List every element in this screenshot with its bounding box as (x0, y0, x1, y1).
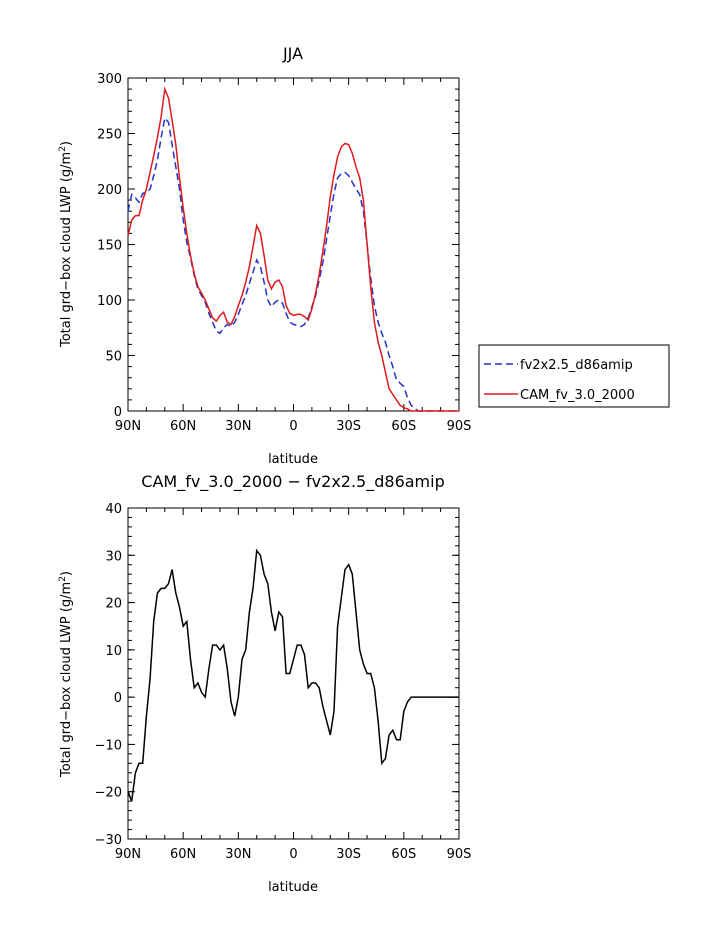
y-tick-label: 0 (114, 405, 122, 420)
plot1-series-line-2 (127, 86, 459, 412)
y-tick-label: −30 (95, 833, 122, 848)
plot1-title: JJA (282, 44, 303, 63)
x-tick-label: 60N (170, 419, 196, 434)
plot2-ylabel-main: Total grd−box cloud LWP (g/m (59, 582, 74, 778)
plot1-ylabel-sup: 2 (58, 146, 68, 152)
y-tick-label: −20 (95, 786, 122, 801)
x-tick-label: 30S (336, 419, 361, 434)
x-tick-label: 0 (289, 419, 297, 434)
x-tick-label: 90S (447, 847, 472, 862)
x-tick-label: 30N (225, 419, 251, 434)
plot2-ylabel-sup: 2 (58, 576, 68, 582)
y-tick-label: 150 (97, 239, 122, 254)
y-tick-label: 250 (97, 128, 122, 143)
x-tick-label: 0 (289, 847, 297, 862)
legend-label-2: CAM_fv_3.0_2000 (520, 388, 635, 403)
plot1-ylabel: Total grd−box cloud LWP (g/m2) (58, 141, 74, 348)
plot1-frame (127, 77, 460, 412)
x-tick-label: 60N (170, 847, 196, 862)
y-tick-label: 300 (97, 72, 122, 87)
plot2-xlabel: latitude (268, 880, 318, 895)
legend-label-1: fv2x2.5_d86amip (520, 358, 633, 373)
plot2-series-line-1 (127, 548, 459, 802)
x-tick-label: 30N (225, 847, 251, 862)
x-tick-label: 30S (336, 847, 361, 862)
plot1-xlabel: latitude (268, 452, 318, 467)
y-tick-label: 10 (105, 644, 122, 659)
legend: fv2x2.5_d86amip CAM_fv_3.0_2000 (478, 344, 670, 408)
x-tick-label: 90S (447, 419, 472, 434)
y-tick-label: 200 (97, 183, 122, 198)
plot1-ylabel-main: Total grd−box cloud LWP (g/m (59, 152, 74, 348)
y-tick-label: 0 (114, 691, 122, 706)
plot2-title: CAM_fv_3.0_2000 − fv2x2.5_d86amip (141, 472, 444, 492)
x-tick-label: 90N (115, 419, 141, 434)
plot1-series-line-1 (127, 116, 459, 412)
plot2-ylabel: Total grd−box cloud LWP (g/m2) (58, 571, 74, 778)
plot2-frame (127, 507, 460, 840)
y-tick-label: 30 (105, 549, 122, 564)
y-tick-label: 40 (105, 502, 122, 517)
plot2-area: 90N 60N 30N 0 30S 60S 90S −30 −20 −10 0 10 20 30 40 (95, 502, 472, 862)
x-tick-label: 90N (115, 847, 141, 862)
plot2-ylabel-close: ) (59, 571, 74, 576)
x-tick-label: 60S (391, 847, 416, 862)
legend-box (478, 344, 670, 408)
y-tick-label: −10 (95, 738, 122, 753)
plot1-ylabel-close: ) (59, 141, 74, 146)
y-tick-label: 20 (105, 597, 122, 612)
y-tick-label: 50 (105, 350, 122, 365)
y-tick-label: 100 (97, 294, 122, 309)
x-tick-label: 60S (391, 419, 416, 434)
plot1-area: 90N 60N 30N 0 30S 60S 90S 0 50 100 150 200 250 300 (97, 72, 471, 434)
